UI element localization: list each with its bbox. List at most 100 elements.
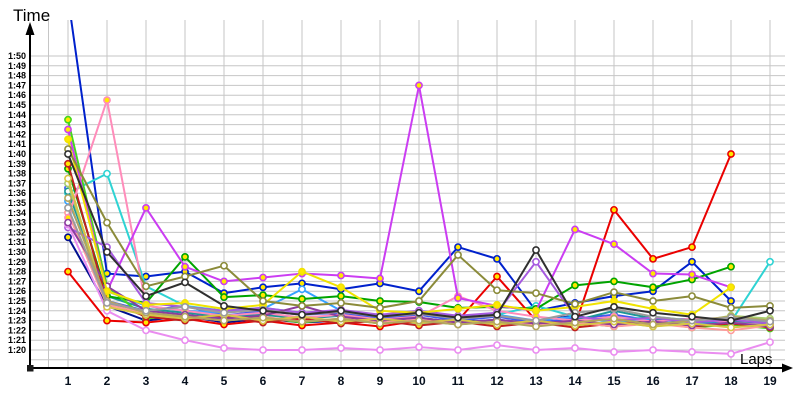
- y-axis-title: Time: [13, 6, 50, 25]
- data-point: [103, 316, 111, 325]
- data-point: [259, 313, 267, 322]
- data-point: [610, 314, 618, 323]
- data-point: [103, 96, 111, 104]
- data-point: [727, 303, 735, 312]
- x-tick-label: 15: [607, 374, 621, 388]
- data-point: [376, 346, 384, 354]
- data-point: [337, 283, 345, 292]
- data-point: [610, 348, 618, 356]
- data-point: [64, 150, 72, 158]
- data-point: [415, 343, 423, 351]
- x-tick-label: 10: [412, 374, 426, 388]
- data-point: [727, 262, 735, 271]
- data-point: [688, 312, 696, 321]
- y-tick-label: 1:47: [8, 80, 26, 90]
- y-tick-label: 1:34: [8, 208, 26, 218]
- series-olive: [64, 145, 774, 312]
- x-tick-label: 19: [763, 374, 777, 388]
- data-point: [571, 300, 579, 308]
- data-point: [493, 341, 501, 349]
- x-tick-label: 16: [646, 374, 660, 388]
- data-point: [64, 233, 72, 242]
- series-layer: [64, 20, 774, 358]
- data-point: [259, 297, 267, 305]
- x-tick-label: 8: [338, 374, 345, 388]
- data-point: [142, 282, 150, 291]
- data-point: [220, 344, 228, 352]
- y-tick-label: 1:33: [8, 218, 26, 228]
- y-tick-label: 1:30: [8, 247, 26, 257]
- x-tick-label: 13: [529, 374, 543, 388]
- x-tick-label: 4: [182, 374, 189, 388]
- series-blue: [70, 20, 735, 315]
- y-tick-label: 1:23: [8, 316, 26, 326]
- y-tick-label: 1:49: [8, 61, 26, 71]
- y-tick-label: 1:22: [8, 325, 26, 335]
- data-point: [181, 278, 189, 287]
- data-point: [64, 125, 72, 134]
- data-point: [649, 308, 657, 317]
- data-point: [454, 304, 462, 313]
- series-line-green: [67, 167, 732, 310]
- data-point: [220, 301, 228, 310]
- data-point: [532, 289, 540, 298]
- x-tick-label: 1: [65, 374, 72, 388]
- data-point: [610, 302, 618, 311]
- data-point: [220, 293, 228, 301]
- tick-labels-layer: 1:501:491:481:471:461:451:441:431:421:41…: [8, 51, 777, 388]
- x-tick-label: 18: [724, 374, 738, 388]
- x-tick-label: 14: [568, 374, 582, 388]
- data-point: [649, 283, 657, 292]
- x-tick-label: 11: [452, 374, 465, 388]
- data-point: [298, 267, 306, 276]
- y-tick-label: 1:48: [8, 71, 26, 81]
- y-tick-label: 1:25: [8, 296, 26, 306]
- data-point: [727, 323, 735, 332]
- data-point: [376, 312, 384, 321]
- data-point: [688, 292, 696, 300]
- data-point: [571, 312, 579, 321]
- x-tick-label: 7: [299, 374, 306, 388]
- data-point: [64, 115, 72, 124]
- y-tick-label: 1:45: [8, 100, 26, 110]
- data-point: [415, 81, 423, 90]
- data-point: [727, 350, 735, 358]
- y-tick-label: 1:28: [8, 267, 26, 277]
- data-point: [337, 306, 345, 315]
- x-tick-label: 17: [685, 374, 699, 388]
- data-point: [571, 281, 579, 290]
- data-point: [64, 218, 72, 227]
- data-point: [259, 346, 267, 354]
- data-point: [337, 292, 345, 300]
- data-point: [610, 288, 618, 297]
- y-tick-label: 1:21: [8, 335, 26, 345]
- series-line-magenta: [67, 84, 732, 312]
- data-point: [532, 257, 540, 266]
- data-point: [454, 243, 462, 251]
- data-point: [298, 285, 306, 294]
- y-axis-arrow-icon: [25, 22, 35, 35]
- y-tick-label: 1:43: [8, 120, 26, 130]
- y-tick-label: 1:24: [8, 306, 26, 316]
- data-point: [649, 269, 657, 278]
- data-point: [181, 262, 189, 271]
- data-point: [571, 225, 579, 234]
- data-point: [415, 316, 423, 325]
- data-point: [766, 317, 774, 326]
- x-tick-label: 5: [221, 374, 228, 388]
- data-point: [181, 252, 189, 261]
- data-point: [454, 294, 462, 302]
- data-point: [532, 246, 540, 254]
- data-point: [259, 283, 267, 292]
- data-point: [610, 205, 618, 214]
- data-point: [337, 299, 345, 307]
- data-point: [649, 346, 657, 354]
- x-tick-label: 12: [490, 374, 504, 388]
- y-tick-label: 1:26: [8, 286, 26, 296]
- x-axis-title: Laps: [740, 351, 773, 368]
- data-point: [766, 338, 774, 347]
- x-tick-label: 3: [143, 374, 150, 388]
- data-point: [688, 270, 696, 279]
- data-point: [103, 299, 111, 307]
